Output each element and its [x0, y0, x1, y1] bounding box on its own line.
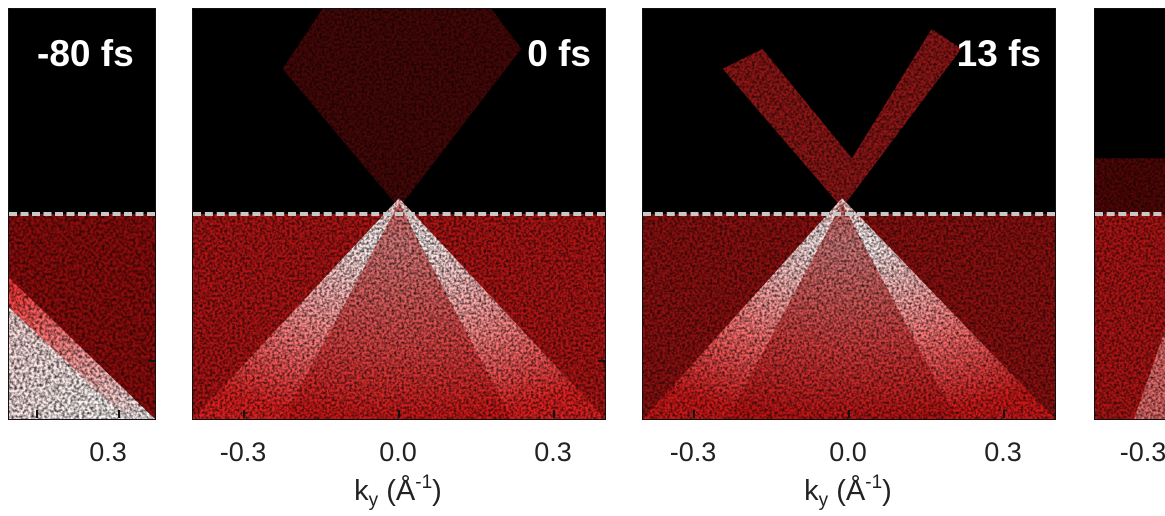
tick-label: -0.3	[1119, 437, 1165, 467]
time-delay-label: 0 fs	[527, 33, 591, 74]
tick-label: -0.3	[669, 437, 717, 467]
tick-label: 0.0	[379, 437, 417, 467]
axis-tick	[148, 360, 156, 362]
x-axis-label: ky (Å-1)	[804, 472, 892, 512]
fermi-level-line	[1095, 212, 1165, 216]
fermi-level-line	[9, 212, 155, 216]
axis-unit-close: )	[882, 475, 892, 507]
intensity-map	[193, 9, 605, 419]
axis-tick	[1003, 410, 1005, 418]
tick-label: 0.3	[89, 437, 127, 467]
axis-superscript: -1	[865, 472, 883, 493]
x-axis-label: ky (Å-1)	[354, 472, 442, 512]
tick-label: 0.3	[534, 437, 572, 467]
arpes-panel-cropped	[1094, 8, 1165, 420]
fermi-level-line	[193, 212, 605, 216]
tick-label: 0.3	[984, 437, 1022, 467]
axis-unit-close: )	[432, 475, 442, 507]
axis-tick	[553, 410, 555, 418]
axis-tick	[118, 410, 120, 418]
axis-tick	[398, 410, 400, 418]
axis-subscript: y	[368, 490, 379, 511]
time-delay-label: 13 fs	[956, 33, 1041, 74]
arpes-panel-0fs: 0 fs	[192, 8, 606, 420]
axis-tick	[598, 360, 606, 362]
axis-subscript: y	[818, 490, 829, 511]
axis-tick	[36, 410, 38, 418]
axis-superscript: -1	[415, 472, 433, 493]
axis-tick	[848, 410, 850, 418]
tick-label: 0.0	[829, 437, 867, 467]
time-delay-label: -80 fs	[37, 33, 134, 74]
axis-symbol: k	[354, 475, 369, 507]
arpes-panel-m80fs: -80 fs	[8, 8, 156, 420]
arpes-panel-13fs: 13 fs	[642, 8, 1056, 420]
axis-unit: (Å	[828, 475, 866, 507]
axis-tick	[693, 410, 695, 418]
fermi-level-line	[643, 212, 1055, 216]
axis-unit: (Å	[378, 475, 416, 507]
axis-symbol: k	[804, 475, 819, 507]
axis-tick	[243, 410, 245, 418]
tick-label: -0.3	[219, 437, 267, 467]
